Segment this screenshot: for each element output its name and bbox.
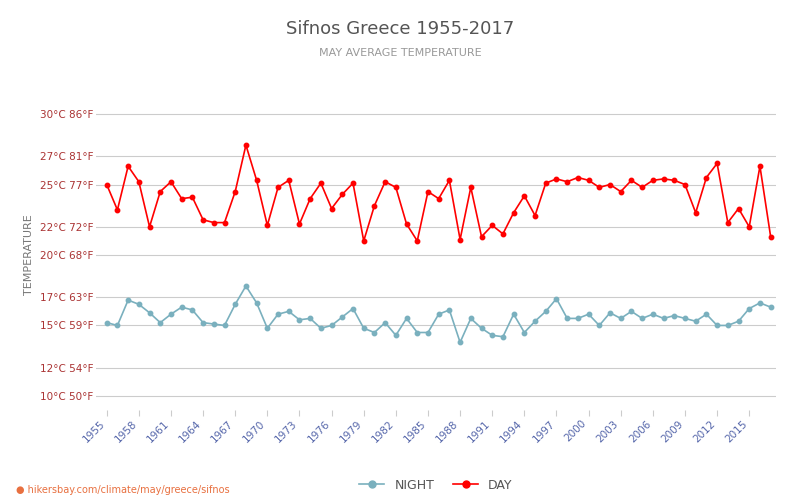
Y-axis label: TEMPERATURE: TEMPERATURE — [24, 214, 34, 296]
Text: ● hikersbay.com/climate/may/greece/sifnos: ● hikersbay.com/climate/may/greece/sifno… — [16, 485, 230, 495]
NIGHT — [455, 340, 465, 345]
DAY — [434, 196, 443, 202]
NIGHT — [316, 326, 326, 332]
NIGHT — [755, 300, 765, 306]
DAY — [316, 180, 326, 186]
NIGHT — [423, 330, 433, 336]
Line: NIGHT: NIGHT — [105, 284, 773, 344]
Text: MAY AVERAGE TEMPERATURE: MAY AVERAGE TEMPERATURE — [318, 48, 482, 58]
DAY — [294, 221, 304, 227]
NIGHT — [102, 320, 111, 326]
NIGHT — [584, 311, 594, 317]
NIGHT — [241, 283, 250, 289]
Line: DAY: DAY — [105, 143, 773, 243]
DAY — [102, 182, 111, 188]
NIGHT — [294, 317, 304, 323]
DAY — [755, 163, 765, 169]
DAY — [455, 236, 465, 242]
DAY — [241, 142, 250, 148]
DAY — [766, 234, 775, 239]
DAY — [584, 178, 594, 184]
NIGHT — [766, 304, 775, 310]
DAY — [359, 238, 369, 244]
Text: Sifnos Greece 1955-2017: Sifnos Greece 1955-2017 — [286, 20, 514, 38]
Legend: NIGHT, DAY: NIGHT, DAY — [354, 474, 518, 497]
NIGHT — [445, 307, 454, 313]
